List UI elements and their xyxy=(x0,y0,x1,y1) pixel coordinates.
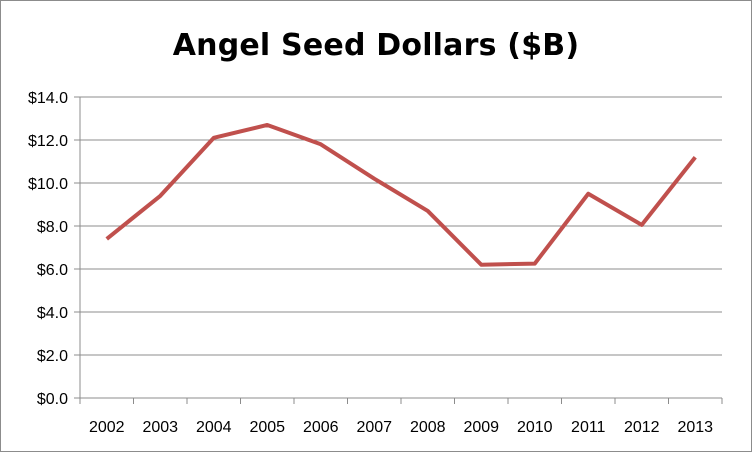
y-tick-label: $6.0 xyxy=(37,262,68,279)
x-tick-label: 2007 xyxy=(356,419,392,436)
y-axis-tick-labels: $0.0 $2.0 $4.0 $6.0 $8.0 $10.0 $12.0 $14.0 xyxy=(28,90,68,408)
x-tick-label: 2008 xyxy=(410,419,446,436)
chart-title: Angel Seed Dollars ($B) xyxy=(172,28,580,63)
y-tick-label: $0.0 xyxy=(37,391,68,408)
x-tick-label: 2004 xyxy=(196,419,232,436)
axes xyxy=(74,96,723,404)
x-tick-label: 2009 xyxy=(463,419,499,436)
y-tick-label: $14.0 xyxy=(28,90,68,107)
x-tick-label: 2011 xyxy=(571,419,606,436)
x-tick-label: 2012 xyxy=(624,419,660,436)
x-tick-label: 2013 xyxy=(677,419,713,436)
y-tick-label: $10.0 xyxy=(28,176,68,193)
y-tick-label: $4.0 xyxy=(37,305,68,322)
gridlines xyxy=(80,96,722,356)
series-layer xyxy=(105,122,697,267)
series-line xyxy=(105,122,697,267)
x-tick-label: 2010 xyxy=(517,419,553,436)
y-tick-label: $8.0 xyxy=(37,219,68,236)
y-tick-label: $12.0 xyxy=(28,133,68,150)
x-tick-label: 2006 xyxy=(303,419,339,436)
y-tick-label: $2.0 xyxy=(37,348,68,365)
x-tick-label: 2003 xyxy=(142,419,178,436)
x-tick-label: 2005 xyxy=(249,419,285,436)
x-axis-tick-labels: 2002 2003 2004 2005 2006 2007 2008 2009 2010 2011… xyxy=(89,419,713,436)
x-tick-label: 2002 xyxy=(89,419,125,436)
